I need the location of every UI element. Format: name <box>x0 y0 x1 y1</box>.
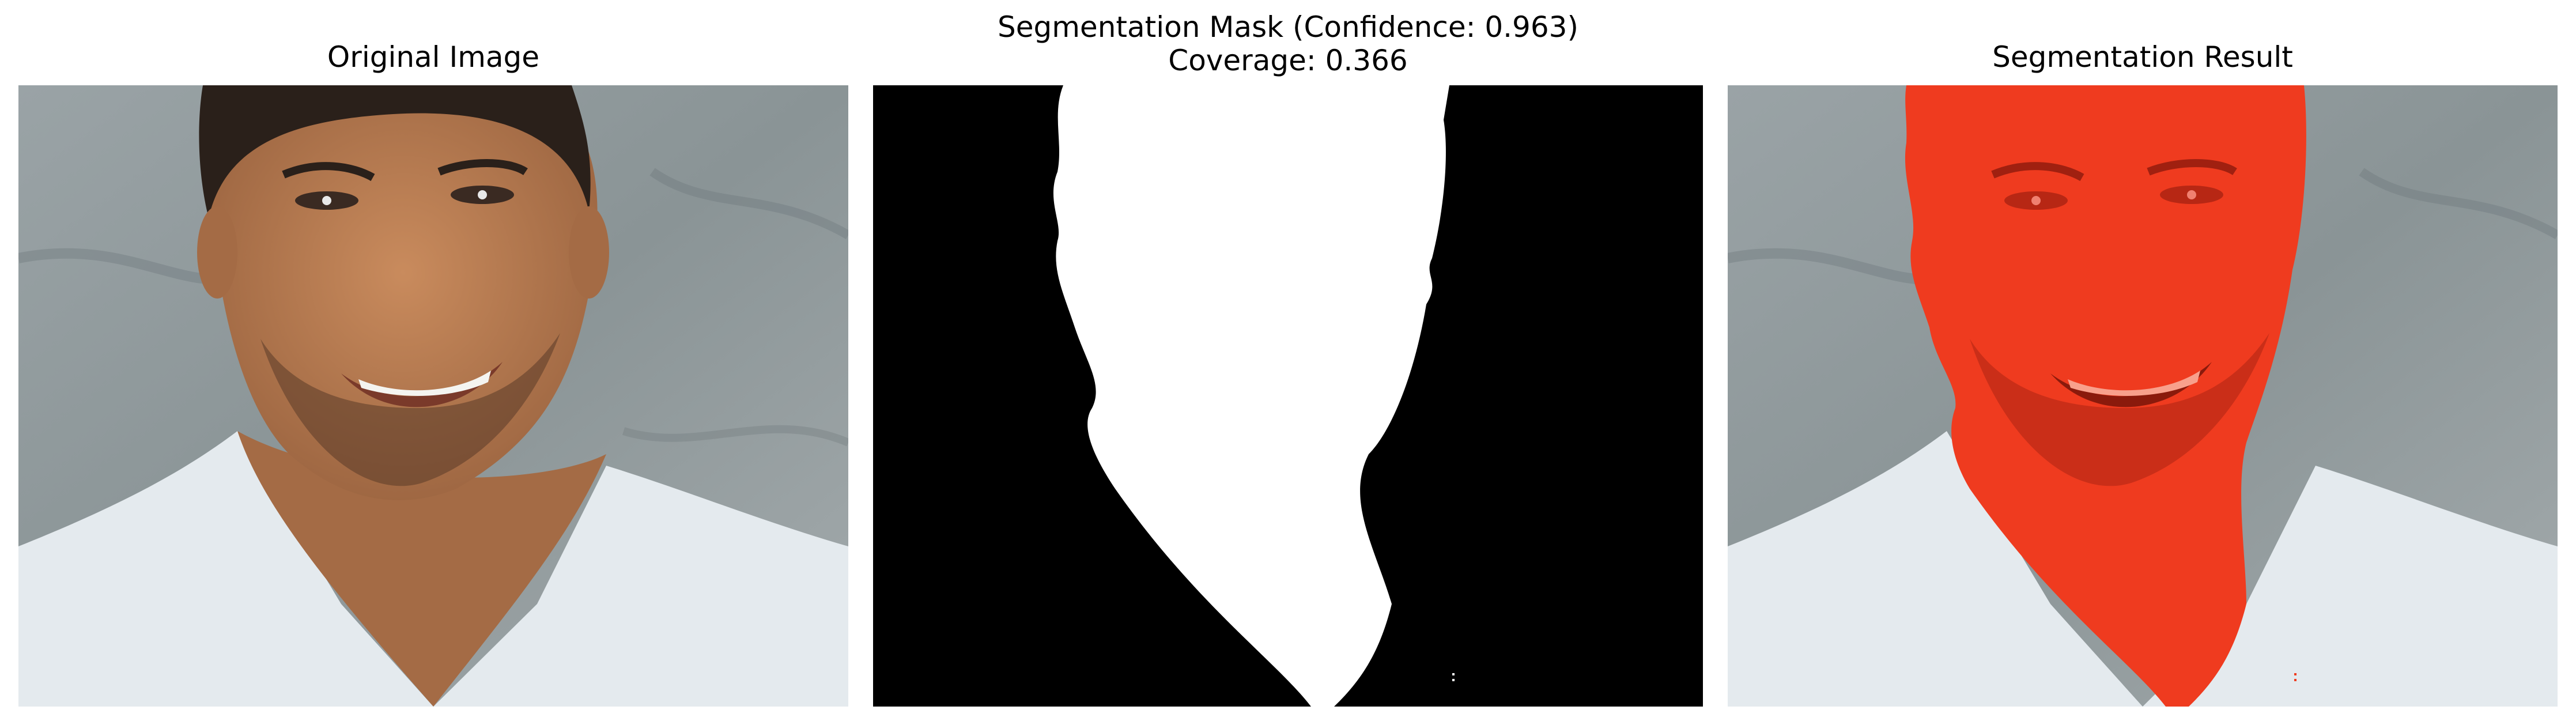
original-image-title: Original Image <box>327 40 540 74</box>
original-image <box>18 85 848 707</box>
mask-title-coverage: Coverage: 0.366 <box>1168 44 1408 77</box>
original-portrait-graphic <box>18 85 848 707</box>
segmentation-result <box>1728 85 2558 707</box>
mask-title-confidence: Segmentation Mask (Confidence: 0.963) <box>997 10 1578 44</box>
mask-title: Segmentation Mask (Confidence: 0.963) Co… <box>873 10 1703 77</box>
segmentation-result-title: Segmentation Result <box>1992 40 2293 74</box>
overlay-graphic <box>1728 85 2558 707</box>
mask-graphic <box>873 85 1703 707</box>
segmentation-mask <box>873 85 1703 707</box>
